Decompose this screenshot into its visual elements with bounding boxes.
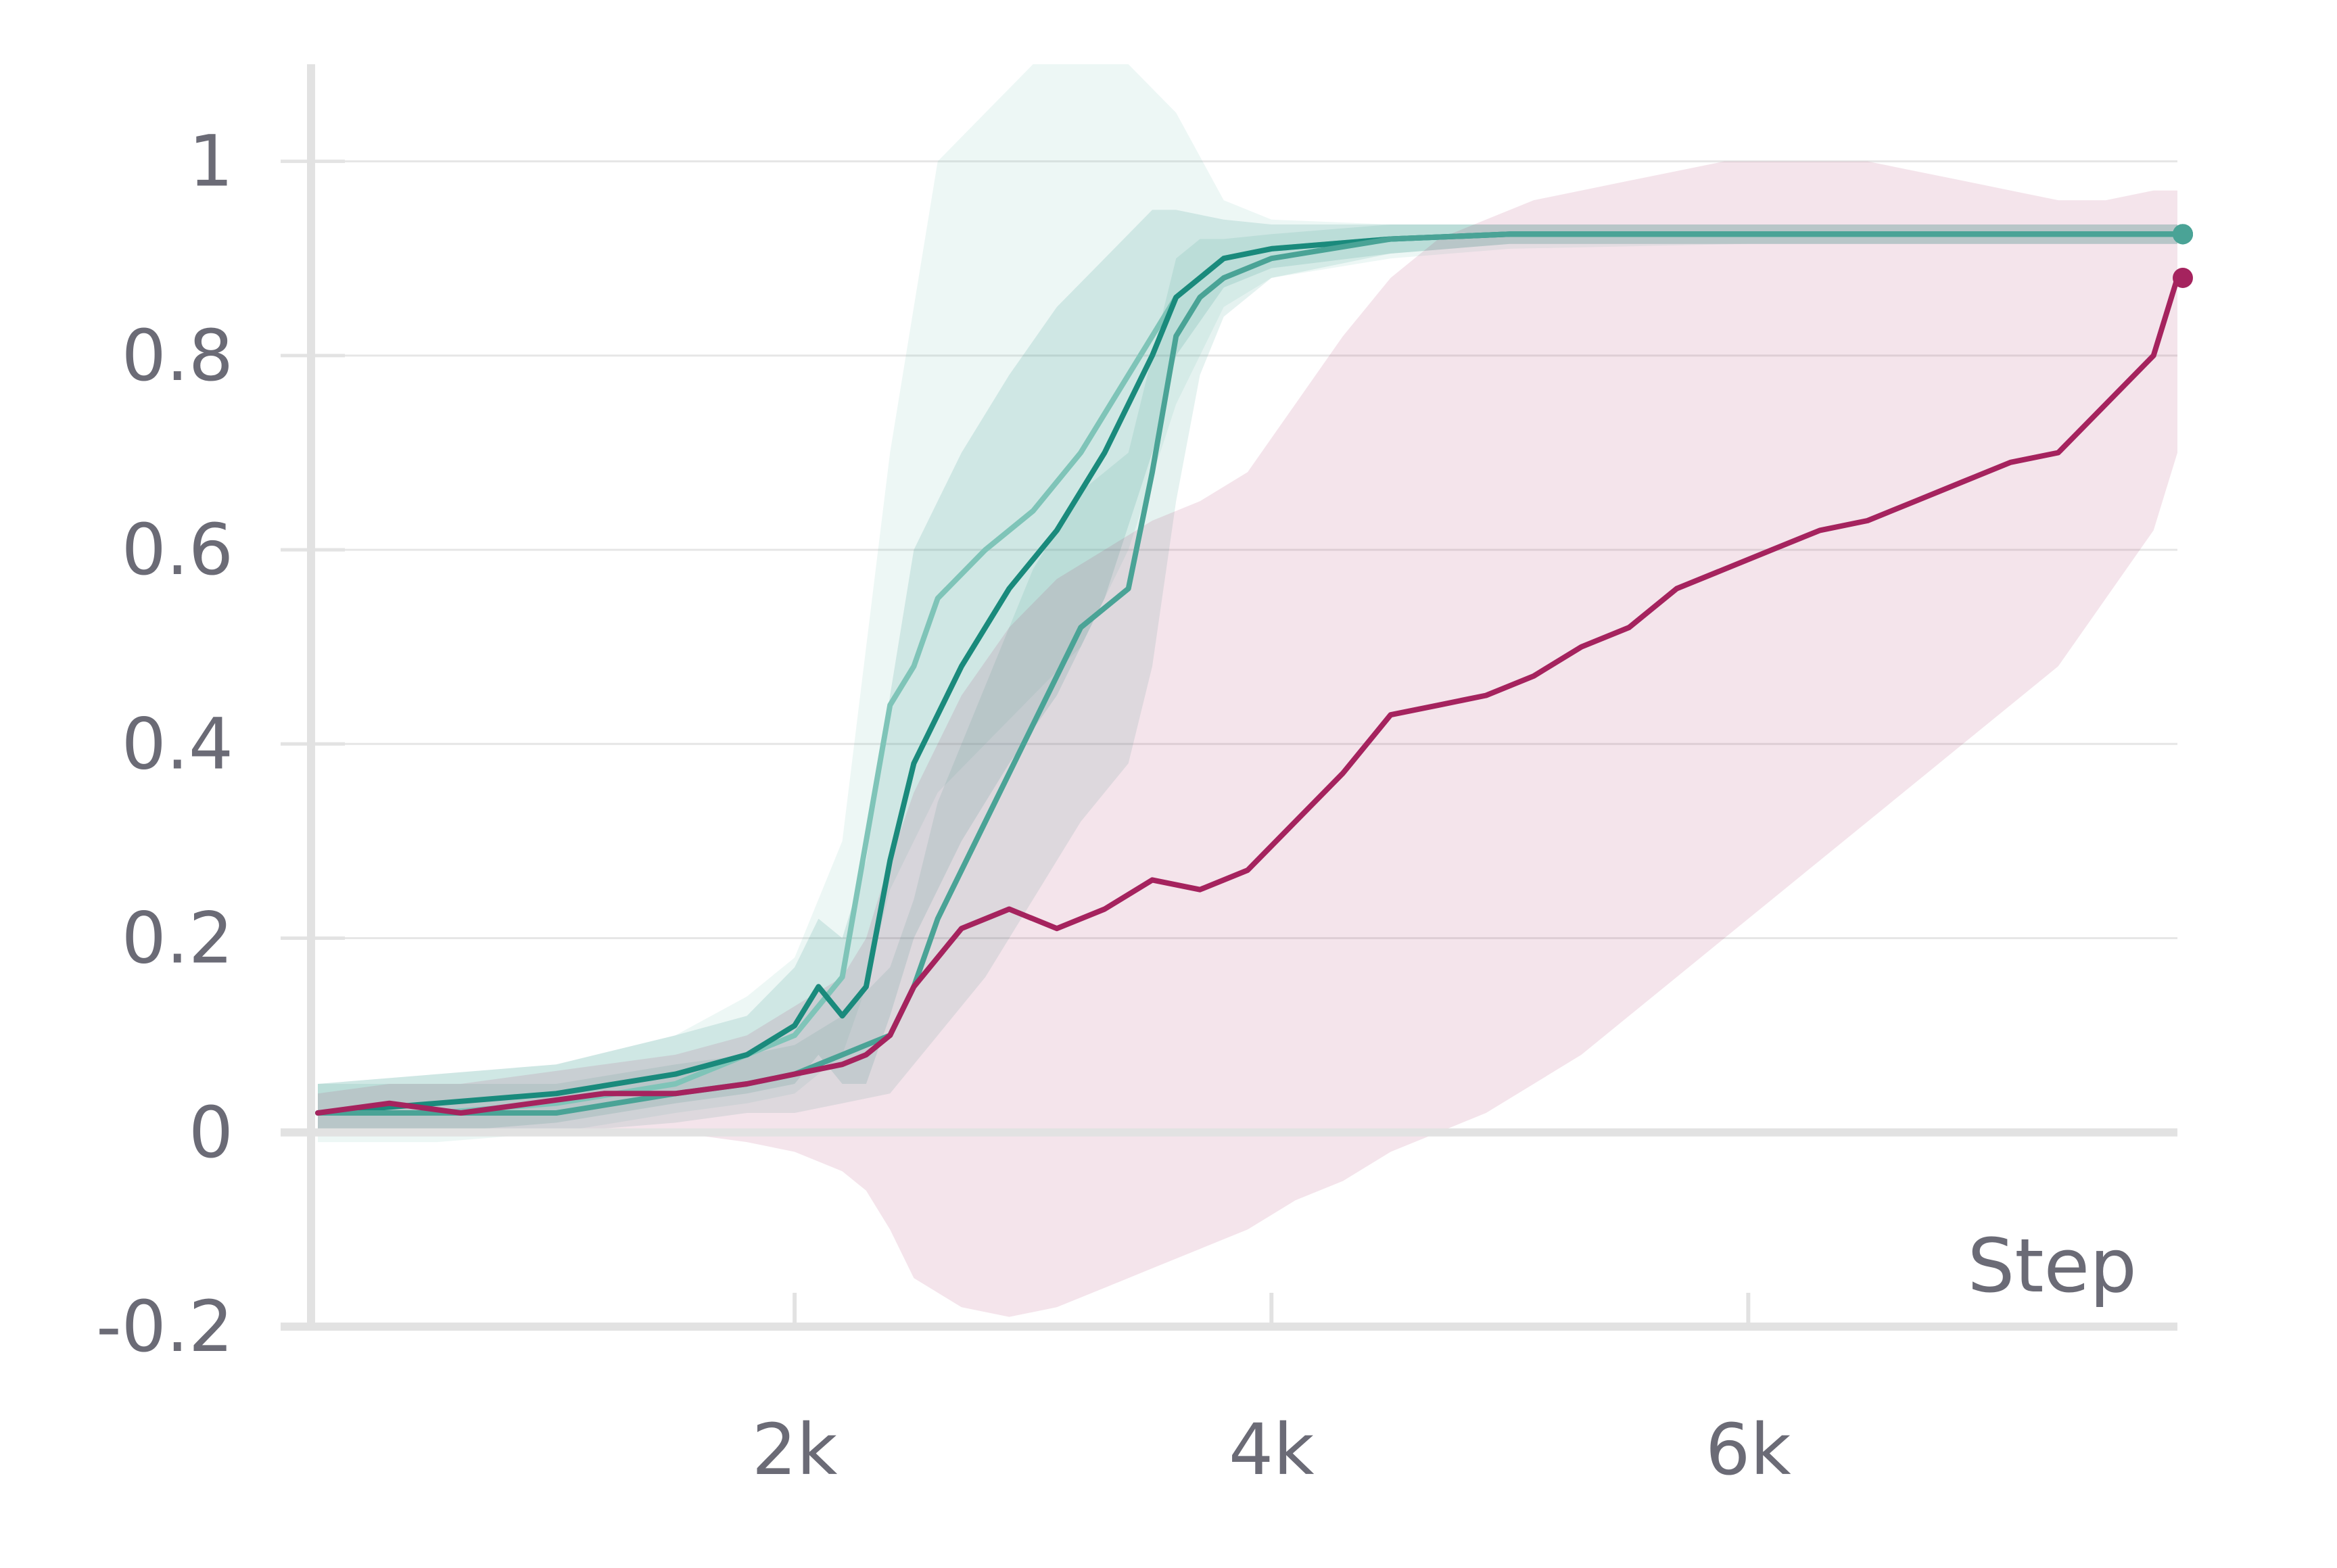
x-axis-title: Step [1968, 1222, 2137, 1309]
y-tick-label: 1 [189, 120, 233, 203]
series-3-end-marker [2173, 268, 2193, 288]
x-tick-label: 6k [1705, 1408, 1791, 1491]
y-tick-label: 0.6 [122, 508, 233, 591]
y-tick-label: 0.8 [122, 314, 233, 397]
y-tick-label: 0.4 [122, 703, 233, 785]
series-2-end-marker [2173, 224, 2193, 244]
y-tick-label: 0.2 [122, 897, 233, 980]
x-tick-label: 4k [1229, 1408, 1314, 1491]
x-tick-label: 2k [752, 1408, 837, 1491]
series-3-band [318, 162, 2177, 1317]
y-tick-label: -0.2 [96, 1285, 233, 1368]
y-tick-label: 0 [189, 1091, 233, 1174]
